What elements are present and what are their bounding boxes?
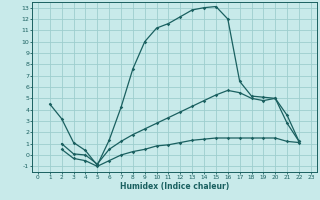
- X-axis label: Humidex (Indice chaleur): Humidex (Indice chaleur): [120, 182, 229, 191]
